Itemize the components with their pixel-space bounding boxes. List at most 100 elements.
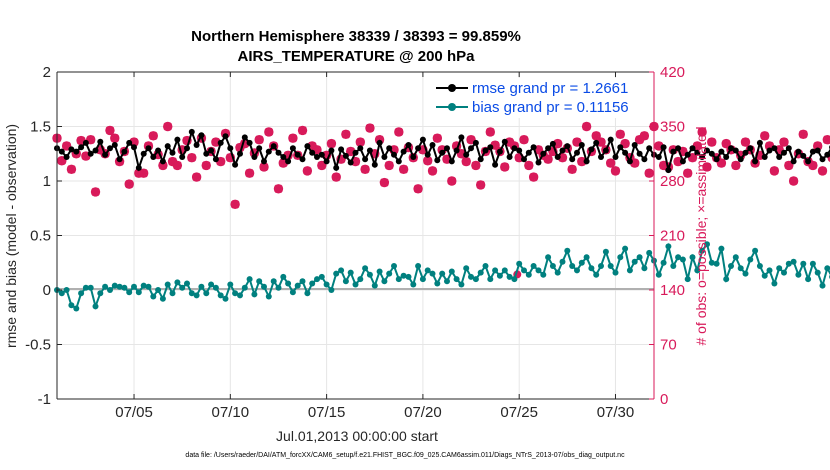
- bias-point: [593, 271, 600, 278]
- obs-assimilated-point: [630, 158, 639, 168]
- bias-point: [458, 281, 465, 288]
- rmse-point: [569, 156, 576, 163]
- obs-assimilated-point: [413, 184, 423, 193]
- obs-assimilated-point: [741, 137, 750, 147]
- rmse-point: [482, 147, 489, 154]
- rmse-point: [198, 132, 205, 139]
- bias-point: [347, 269, 354, 276]
- obs-assimilated-point: [264, 127, 274, 137]
- bias-point: [819, 282, 826, 289]
- rmse-point: [107, 145, 113, 152]
- rmse-point: [713, 156, 720, 163]
- bias-point: [352, 281, 359, 288]
- bias-point: [135, 289, 142, 296]
- obs-assimilated-point: [91, 187, 100, 197]
- bias-point: [270, 278, 277, 285]
- y-tick-label-right-6: 420: [660, 64, 685, 81]
- bias-point: [400, 272, 407, 279]
- bias-point: [574, 267, 580, 274]
- bias-point: [63, 287, 70, 293]
- bias-point: [179, 284, 186, 291]
- rmse-point: [193, 142, 200, 148]
- obs-assimilated-point: [394, 127, 404, 137]
- rmse-point: [131, 144, 137, 151]
- obs-assimilated-point: [173, 161, 182, 170]
- rmse-point: [670, 148, 677, 155]
- rmse-point: [376, 139, 383, 146]
- rmse-point: [58, 148, 65, 155]
- bias-point: [58, 290, 65, 297]
- rmse-point: [256, 145, 263, 152]
- obs-assimilated-point: [399, 165, 408, 174]
- bias-point: [718, 245, 725, 252]
- rmse-point: [212, 156, 219, 163]
- bias-point: [410, 281, 417, 288]
- obs-assimilated-point: [818, 166, 827, 176]
- bias-point: [468, 273, 474, 280]
- obs-assimilated-point: [67, 165, 76, 174]
- bias-point: [540, 271, 547, 278]
- rmse-point: [506, 154, 513, 160]
- rmse-point: [752, 158, 759, 165]
- rmse-point: [222, 133, 229, 140]
- footer-file-path: data file: /Users/raeder/DAI/ATM_forcXX/…: [185, 452, 625, 459]
- rmse-point: [338, 146, 345, 153]
- rmse-point: [728, 145, 734, 152]
- obs-assimilated-point: [808, 161, 818, 170]
- obs-assimilated-point: [784, 161, 794, 170]
- rmse-point: [602, 147, 609, 154]
- bias-point: [366, 271, 373, 278]
- bias-point: [487, 276, 494, 283]
- rmse-point: [747, 145, 754, 152]
- rmse-point: [347, 159, 354, 166]
- obs-assimilated-point: [616, 130, 625, 139]
- obs-assimilated-point: [433, 133, 442, 143]
- rmse-point: [419, 136, 426, 143]
- rmse-point: [415, 145, 422, 152]
- rmse-point: [352, 149, 359, 156]
- bias-point: [150, 293, 157, 300]
- obs-assimilated-point: [312, 145, 322, 155]
- bias-point: [395, 276, 402, 283]
- obs-assimilated-point: [606, 158, 615, 168]
- rmse-point: [299, 156, 306, 163]
- legend-box: [432, 78, 650, 118]
- rmse-point: [496, 148, 503, 155]
- bias-point: [188, 290, 195, 297]
- rmse-point: [535, 159, 542, 166]
- obs-assimilated-point: [230, 200, 240, 209]
- rmse-point: [540, 150, 547, 157]
- bias-point: [569, 263, 576, 269]
- rmse-point: [97, 138, 104, 145]
- obs-assimilated-point: [317, 161, 326, 170]
- rmse-point: [665, 167, 672, 174]
- obs-assimilated-point: [466, 135, 476, 144]
- bias-point: [549, 263, 556, 269]
- bias-point: [371, 282, 378, 289]
- rmse-point: [92, 147, 99, 154]
- rmse-point: [111, 142, 118, 148]
- bias-point: [304, 290, 311, 297]
- bias-point: [795, 271, 802, 278]
- bias-point: [636, 254, 643, 261]
- rmse-point: [386, 145, 393, 152]
- obs-assimilated-point: [360, 165, 370, 174]
- rmse-point: [275, 149, 282, 156]
- obs-assimilated-point: [423, 156, 432, 165]
- rmse-point: [463, 151, 470, 158]
- bias-point: [756, 263, 763, 269]
- obs-assimilated-point: [471, 161, 481, 170]
- bias-point: [588, 265, 595, 272]
- rmse-point: [598, 154, 604, 160]
- rmse-point: [342, 152, 349, 159]
- obs-assimilated-point: [288, 133, 298, 143]
- bias-point: [227, 281, 234, 288]
- bias-point: [501, 267, 508, 274]
- x-tick-label-0: 07/05: [115, 404, 153, 421]
- bias-point: [323, 281, 330, 288]
- bias-point: [809, 260, 816, 267]
- bias-point: [511, 276, 518, 283]
- obs-assimilated-point: [356, 137, 365, 147]
- bias-point: [583, 254, 590, 261]
- obs-assimilated-point: [259, 162, 269, 172]
